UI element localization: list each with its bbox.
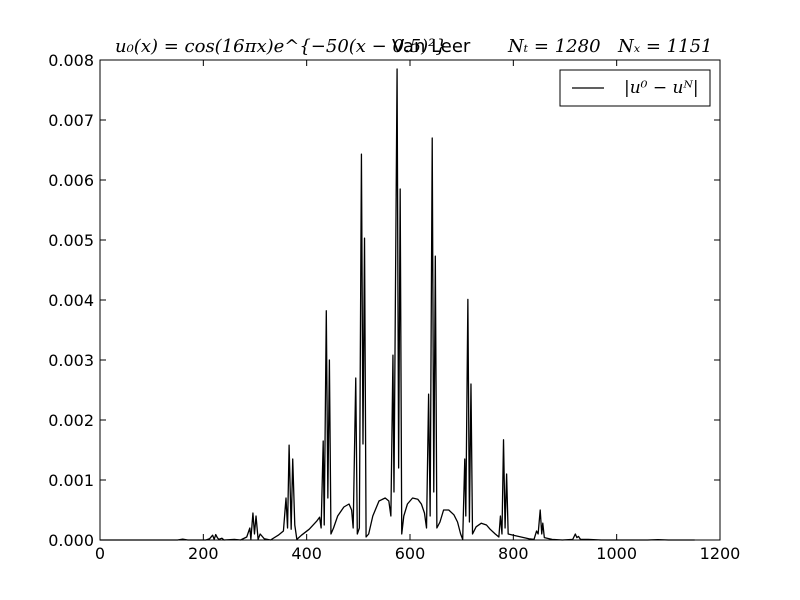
- y-tick-label: 0.008: [48, 51, 94, 70]
- x-tick-label: 1200: [700, 544, 741, 563]
- title-nt: Nₜ = 1280: [507, 36, 601, 57]
- x-tick-label: 600: [395, 544, 426, 563]
- title-nx: Nₓ = 1151: [617, 36, 712, 57]
- y-axis: 0.000 0.001 0.002 0.003 0.004 0.005 0.006 0.007…: [48, 51, 720, 550]
- y-tick-label: 0.002: [48, 411, 94, 430]
- x-tick-label: 800: [498, 544, 529, 563]
- x-tick-label: 200: [188, 544, 219, 563]
- series-layer: [100, 68, 695, 541]
- x-axis: 0 200 400 600 800 1000 1200: [95, 60, 740, 563]
- y-tick-label: 0.003: [48, 351, 94, 370]
- y-tick-label: 0.005: [48, 231, 94, 250]
- x-tick-label: 1000: [596, 544, 637, 563]
- plot-area: 0 200 400 600 800 1000 1200 0.0000.0010.0020.0…: [48, 51, 740, 563]
- series-line: [100, 68, 695, 541]
- x-tick-label: 0: [95, 544, 105, 563]
- x-tick-label: 400: [291, 544, 322, 563]
- y-tick-label: 0.007: [48, 111, 94, 130]
- title-scheme: Van Leer: [392, 36, 471, 57]
- y-tick-label: 0.004: [48, 291, 94, 310]
- chart-title: u₀(x) = cos(16πx)e^{−50(x − 0.5)²} Van L…: [115, 36, 712, 57]
- legend-entry: |u⁰ − uᴺ|: [624, 78, 699, 98]
- y-tick-label: 0.006: [48, 171, 94, 190]
- legend: |u⁰ − uᴺ|: [559, 69, 711, 107]
- title-formula: u₀(x) = cos(16πx)e^{−50(x − 0.5)²}: [115, 36, 447, 57]
- y-tick-label: 0.000: [48, 531, 94, 550]
- y-tick-label: 0.001: [48, 471, 94, 490]
